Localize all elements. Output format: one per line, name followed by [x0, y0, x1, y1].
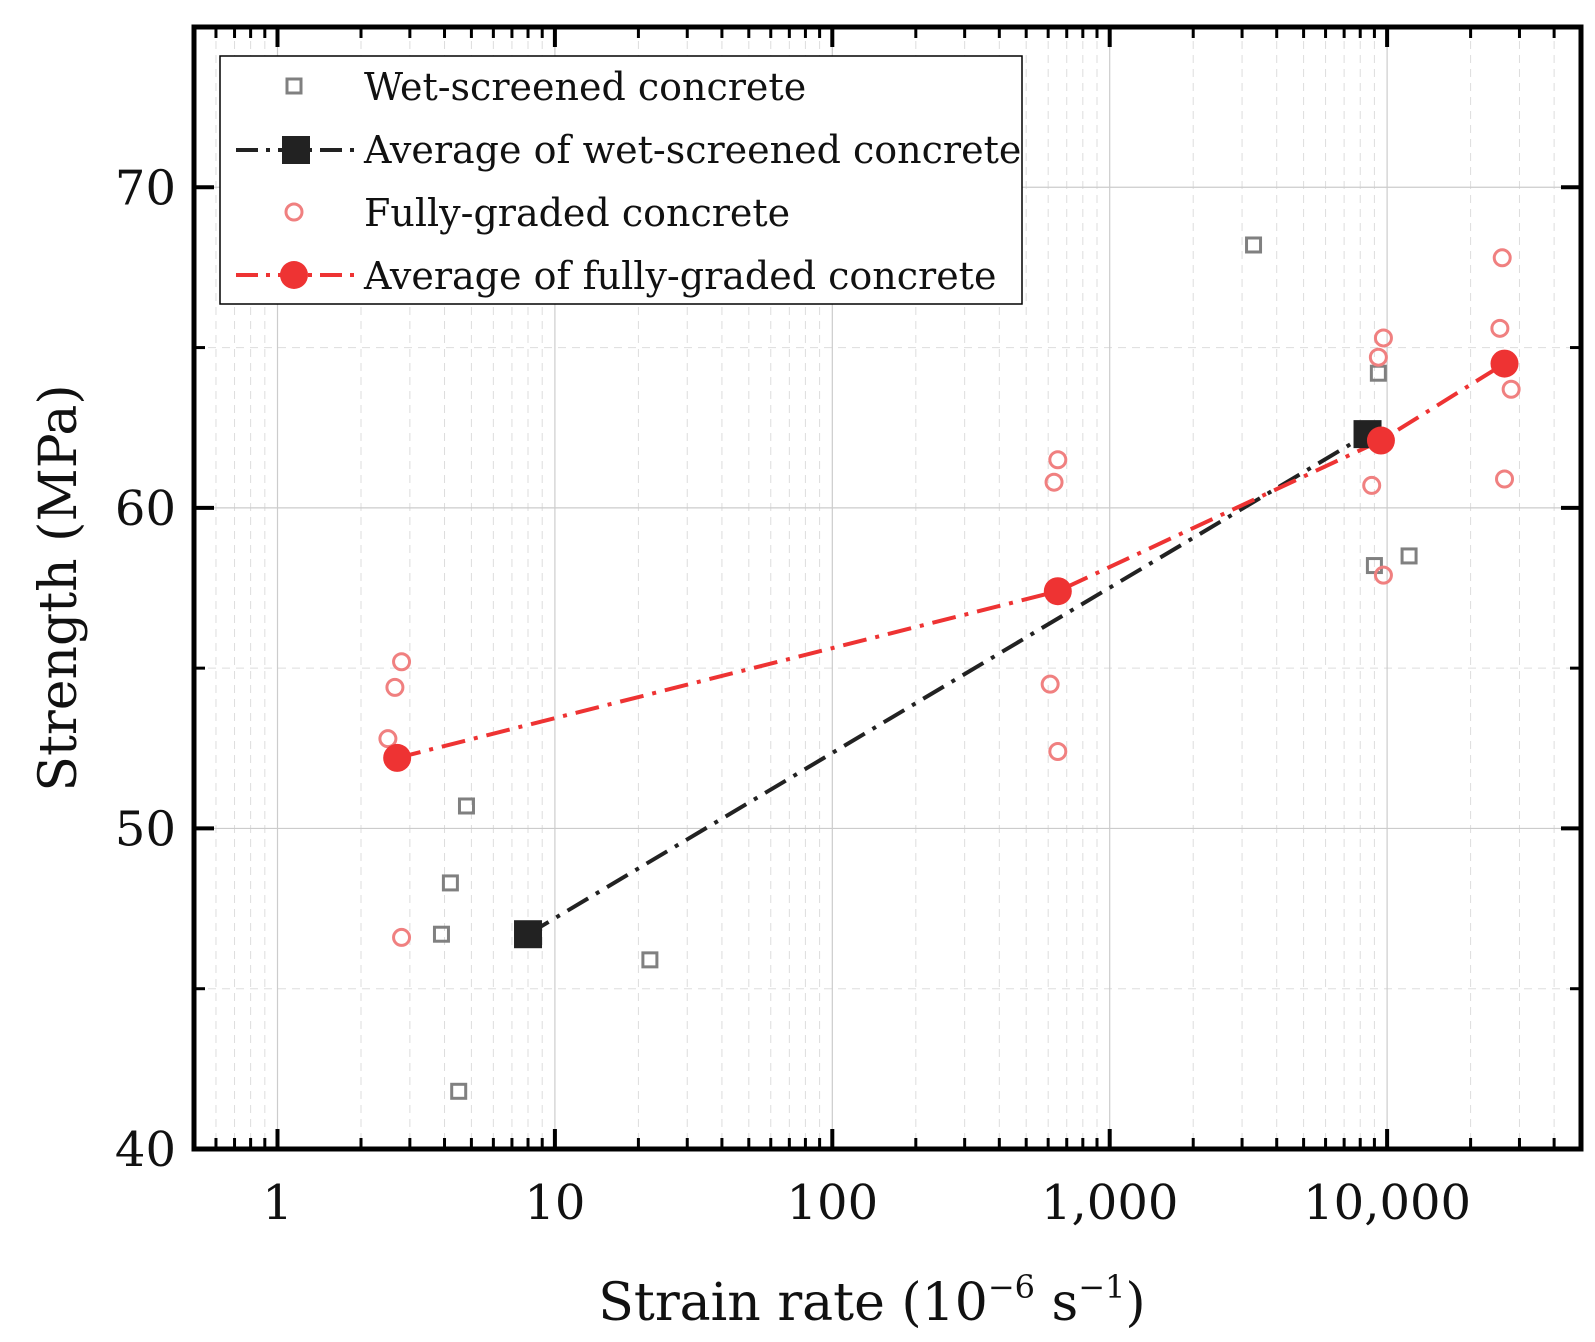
fully-average-point — [1043, 577, 1072, 606]
fully-graded-point — [378, 729, 398, 749]
y-tick-label: 70 — [115, 160, 176, 216]
plot-frame — [191, 24, 1584, 1152]
fully-graded-point — [1490, 318, 1510, 338]
wet-screened-point — [641, 951, 659, 969]
fully-average-point — [1490, 349, 1519, 378]
y-tick-label: 50 — [115, 801, 176, 857]
legend-label-wet-points: Wet-screened concrete — [364, 65, 806, 109]
legend: Wet-screened concrete Average of wet-scr… — [219, 55, 1023, 305]
x-tick-label: 100 — [786, 1175, 878, 1231]
y-tick-label: 60 — [115, 481, 176, 537]
x-tick-label: 10 — [524, 1175, 585, 1231]
x-tick-label: 1 — [262, 1175, 293, 1231]
fully-graded-point — [1373, 565, 1393, 585]
fully-graded-point — [1373, 328, 1393, 348]
y-tick-labels: 40 50 60 70 — [115, 160, 176, 1178]
fully-graded-point — [1501, 379, 1521, 399]
legend-box — [219, 55, 1023, 305]
fully-graded-point — [1368, 347, 1388, 367]
x-axis-title: Strain rate (10−6 s−1) — [598, 1268, 1145, 1333]
fully-graded-point — [1492, 248, 1512, 268]
fully-graded-point — [1362, 475, 1382, 495]
fully-graded-point — [392, 927, 412, 947]
wet-average-point — [514, 920, 543, 949]
wet-screened-point — [450, 1082, 468, 1100]
fully-graded-point — [392, 652, 412, 672]
axis-ticks — [192, 27, 1583, 1151]
legend-symbol-fully-points — [284, 202, 304, 222]
legend-symbol-wet-average — [282, 136, 310, 164]
fully-graded-point — [1040, 674, 1060, 694]
legend-label-fully-points: Fully-graded concrete — [364, 191, 790, 235]
wet-screened-point — [457, 797, 475, 815]
y-axis-title: Strength (MPa) — [29, 384, 89, 791]
legend-symbol-wet-points — [285, 77, 303, 95]
x-tick-label: 10,000 — [1303, 1175, 1471, 1231]
fully-graded-point — [1048, 450, 1068, 470]
fully-graded-point — [1048, 741, 1068, 761]
fully-graded-point — [1044, 472, 1064, 492]
y-tick-label: 40 — [115, 1122, 176, 1178]
x-tick-label: 1,000 — [1041, 1175, 1178, 1231]
fully-average-line — [396, 361, 1506, 760]
x-tick-labels: 1 10 100 1,000 10,000 — [262, 1175, 1471, 1231]
wet-screened-point — [441, 874, 459, 892]
legend-label-wet-average: Average of wet-screened concrete — [363, 128, 1021, 172]
series-layer — [378, 236, 1521, 1100]
fully-average-point — [383, 743, 412, 772]
fully-graded-point — [1495, 469, 1515, 489]
wet-screened-point — [1400, 547, 1418, 565]
wet-screened-point — [1245, 236, 1263, 254]
legend-symbol-fully-average — [280, 261, 308, 289]
wet-screened-point — [432, 925, 450, 943]
fully-graded-point — [385, 677, 405, 697]
fully-average-point — [1366, 426, 1395, 455]
legend-label-fully-average: Average of fully-graded concrete — [363, 254, 996, 298]
